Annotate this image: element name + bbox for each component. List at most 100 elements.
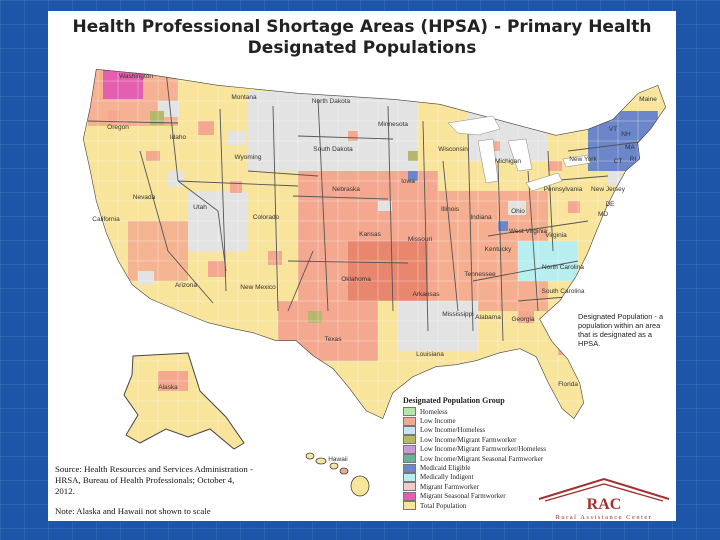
- title-line-2: Designated Populations: [247, 38, 477, 58]
- legend-item: Medically Indigent: [403, 472, 573, 482]
- state-labels: Washington Oregon California Nevada Idaho Mon…: [92, 73, 657, 463]
- legend-item: Low Income: [403, 416, 573, 426]
- legend-item: Low Income/Migrant Farmworker/Homeless: [403, 444, 573, 454]
- state-label: Georgia: [511, 316, 535, 323]
- legend-swatch: [403, 425, 416, 435]
- state-label: North Carolina: [542, 264, 584, 271]
- state-label: South Dakota: [313, 146, 353, 153]
- state-label: Minnesota: [378, 121, 408, 128]
- legend-item: Medicaid Eligible: [403, 463, 573, 473]
- us-hpsa-map: Washington Oregon California Nevada Idaho Mon…: [83, 69, 666, 497]
- legend-label: Low Income/Migrant Farmworker/Homeless: [420, 445, 546, 454]
- state-label: Oregon: [107, 124, 129, 131]
- legend-item: Low Income/Homeless: [403, 425, 573, 435]
- legend-label: Low Income/Migrant Farmworker: [420, 435, 517, 444]
- state-label: California: [92, 216, 120, 223]
- state-label: Maine: [639, 96, 657, 103]
- state-label: Oklahoma: [341, 276, 371, 283]
- legend-item: Low Income/Migrant Farmworker: [403, 435, 573, 445]
- legend-label: Medicaid Eligible: [420, 464, 471, 473]
- map-legend: Designated Population Group Homeless Low …: [403, 396, 573, 511]
- state-label: Alaska: [158, 384, 178, 391]
- state-label: Washington: [119, 73, 153, 80]
- state-label: Mississippi: [442, 311, 473, 318]
- state-label: Louisiana: [416, 351, 444, 358]
- state-label: CT: [614, 158, 623, 165]
- state-label: North Dakota: [312, 98, 351, 105]
- legend-swatch: [403, 454, 416, 464]
- legend-swatch: [403, 416, 416, 426]
- state-label: Virginia: [545, 232, 567, 239]
- state-label: Nevada: [133, 194, 156, 201]
- state-label: New Jersey: [591, 186, 626, 193]
- legend-label: Homeless: [420, 407, 448, 416]
- logo-mark: RAC: [587, 496, 622, 513]
- legend-swatch: [403, 491, 416, 501]
- state-label: VT: [609, 126, 617, 133]
- state-label: New York: [569, 156, 597, 163]
- state-label: Ohio: [511, 208, 525, 215]
- state-label: Illinois: [441, 206, 460, 213]
- legend-label: Low Income/Migrant Seasonal Farmworker: [420, 454, 544, 463]
- state-label: Indiana: [470, 214, 492, 221]
- slide: Health Professional Shortage Areas (HPSA…: [48, 11, 676, 521]
- state-label: Pennsylvania: [544, 186, 583, 193]
- legend-item: Low Income/Migrant Seasonal Farmworker: [403, 454, 573, 464]
- state-label: Florida: [558, 381, 578, 388]
- state-label: West Virginia: [509, 228, 547, 235]
- designated-population-definition: Designated Population - a population wit…: [578, 312, 664, 348]
- state-label: Nebraska: [332, 186, 360, 193]
- legend-swatch: [403, 472, 416, 482]
- logo-name: Rural Assistance Center: [556, 514, 653, 521]
- legend-item: Total Population: [403, 501, 573, 511]
- state-label: Idaho: [170, 134, 187, 141]
- great-lakes: [447, 115, 591, 192]
- legend-swatch: [403, 444, 416, 454]
- state-label: Montana: [231, 94, 257, 101]
- legend-label: Migrant Seasonal Farmworker: [420, 492, 506, 501]
- state-label: MD: [598, 211, 608, 218]
- state-label: Arkansas: [412, 291, 440, 298]
- state-label: Arizona: [175, 282, 197, 289]
- legend-items: Homeless Low Income Low Income/Homeless Low…: [403, 407, 573, 511]
- state-label: South Carolina: [542, 288, 585, 295]
- legend-swatch: [403, 407, 416, 417]
- state-label: Hawaii: [328, 456, 348, 463]
- legend-label: Low Income/Homeless: [420, 426, 486, 435]
- legend-swatch: [403, 463, 416, 473]
- legend-label: Migrant Farmworker: [420, 482, 479, 491]
- rac-logo: RAC Rural Assistance Center: [538, 477, 670, 521]
- legend-title: Designated Population Group: [403, 396, 505, 405]
- legend-item: Homeless: [403, 407, 573, 417]
- state-label: NH: [621, 131, 631, 138]
- state-label: DE: [605, 201, 615, 208]
- state-label: Alabama: [475, 314, 501, 321]
- state-label: Missouri: [408, 236, 432, 243]
- legend-swatch: [403, 435, 416, 445]
- legend-swatch: [403, 482, 416, 492]
- state-label: Texas: [325, 336, 343, 343]
- state-label: Wyoming: [234, 154, 261, 161]
- state-label: Michigan: [495, 158, 521, 165]
- hawaii-inset: [305, 452, 370, 497]
- state-label: MA: [625, 144, 635, 151]
- legend-item: Migrant Farmworker: [403, 482, 573, 492]
- state-label: Tennessee: [464, 271, 496, 278]
- legend-label: Total Population: [420, 501, 467, 510]
- state-label: Kansas: [359, 231, 381, 238]
- state-label: Wisconsin: [438, 146, 468, 153]
- state-label: RI: [630, 156, 637, 163]
- state-label: Utah: [193, 204, 207, 211]
- map-title: Health Professional Shortage Areas (HPSA…: [48, 17, 676, 59]
- title-line-1: Health Professional Shortage Areas (HPSA…: [72, 17, 652, 37]
- source-citation: Source: Health Resources and Services Ad…: [55, 464, 253, 496]
- legend-item: Migrant Seasonal Farmworker: [403, 491, 573, 501]
- scale-note: Note: Alaska and Hawaii not shown to sca…: [55, 506, 211, 516]
- state-label: Iowa: [401, 178, 415, 185]
- legend-label: Low Income: [420, 417, 456, 426]
- state-label: New Mexico: [240, 284, 276, 291]
- legend-label: Medically Indigent: [420, 473, 474, 482]
- legend-swatch: [403, 501, 416, 511]
- state-label: Kentucky: [485, 246, 512, 253]
- state-label: Colorado: [253, 214, 280, 221]
